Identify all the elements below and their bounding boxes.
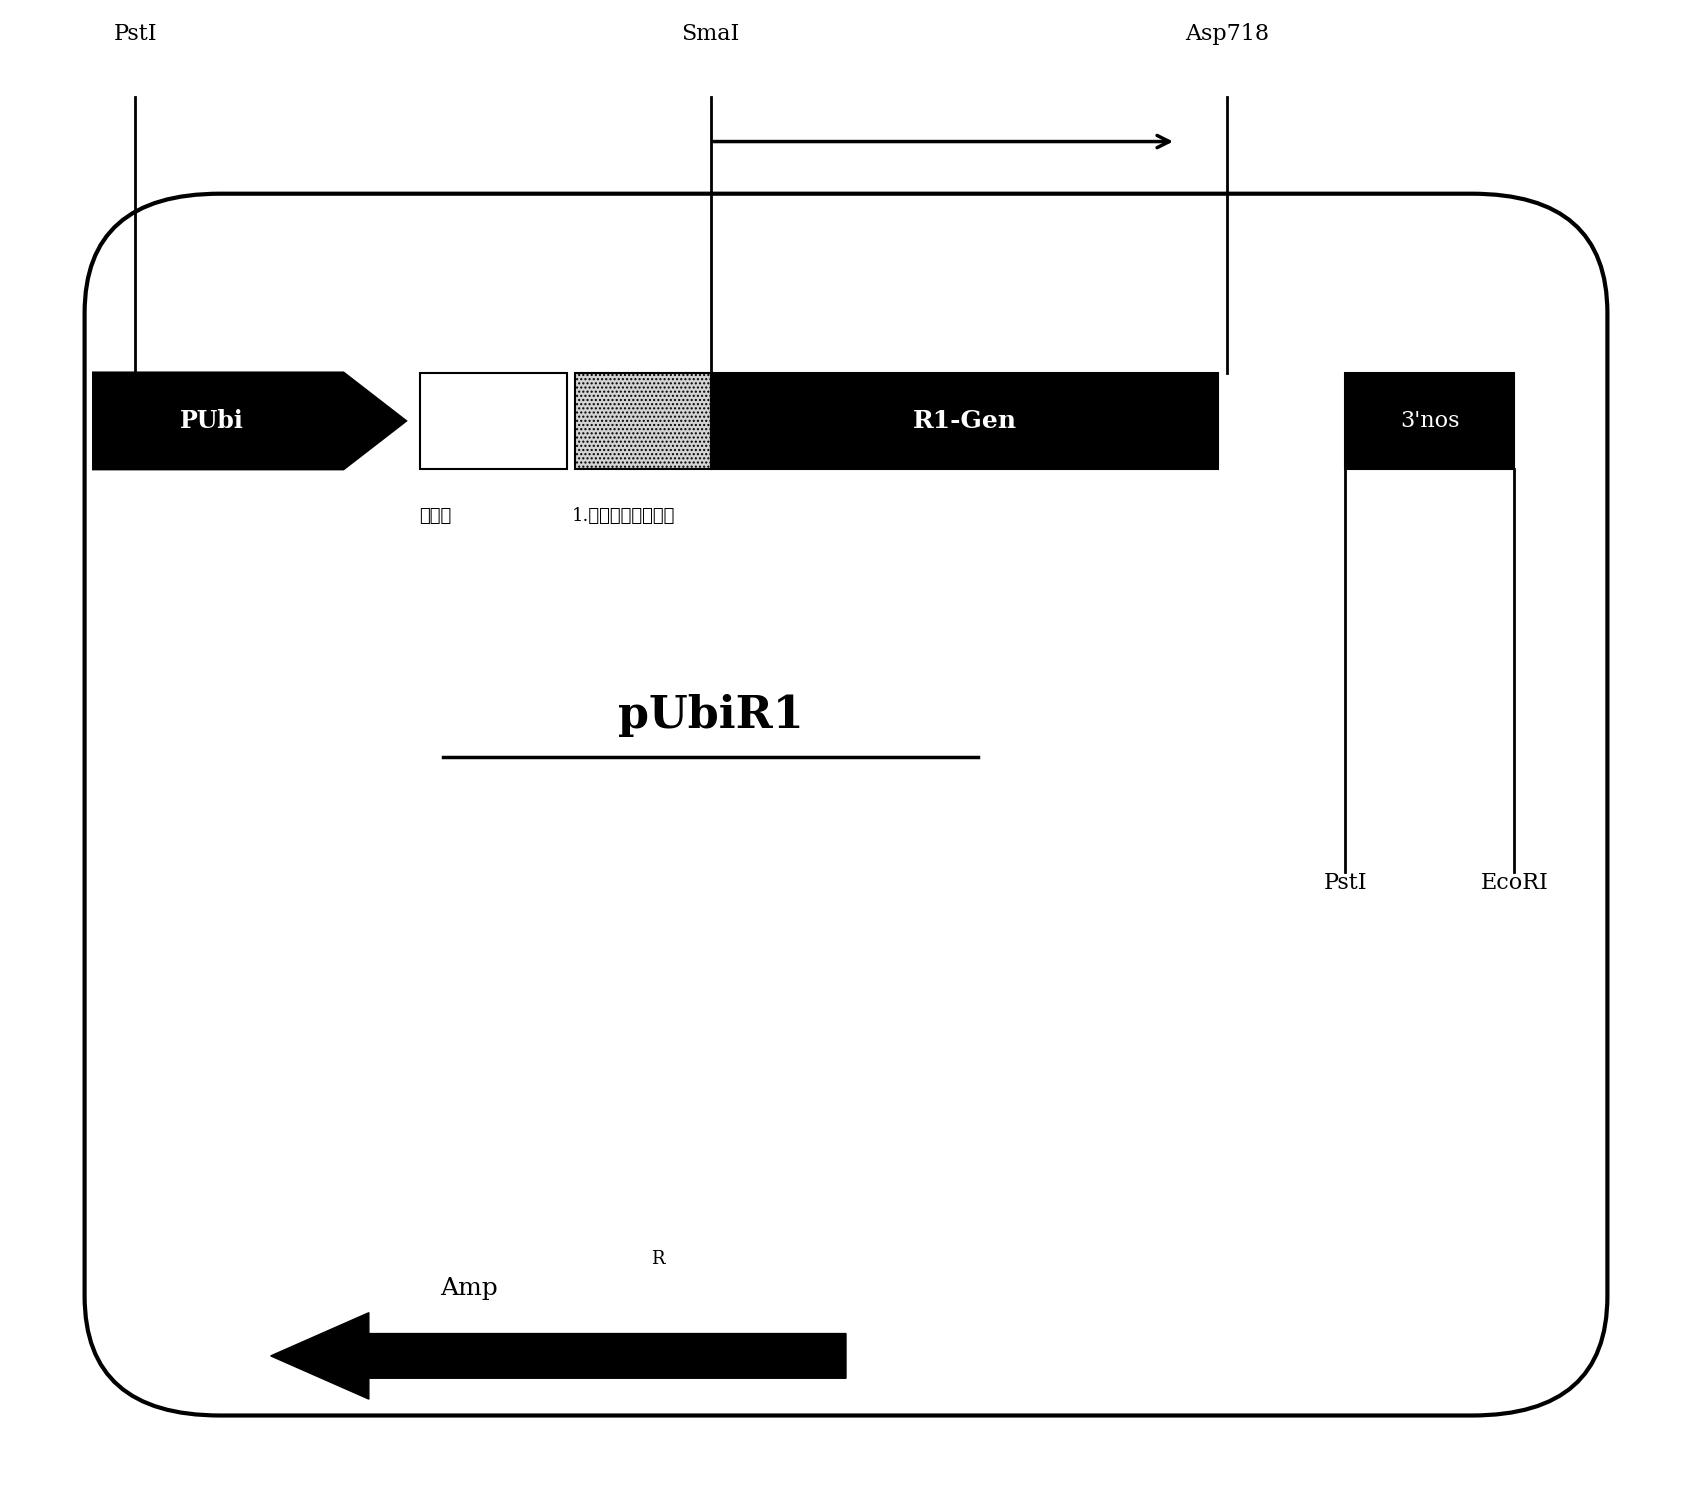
Polygon shape: [93, 372, 406, 469]
Text: R: R: [651, 1250, 665, 1268]
Text: PstI: PstI: [1323, 872, 1367, 894]
Text: PUbi: PUbi: [179, 408, 244, 434]
Text: SmaI: SmaI: [682, 22, 739, 45]
Bar: [711, 372, 1218, 469]
Text: 1.带有缺失的内含子: 1.带有缺失的内含子: [572, 507, 675, 524]
Text: 外显子: 外显子: [420, 507, 452, 524]
Bar: [575, 372, 711, 469]
FancyArrow shape: [271, 1313, 846, 1399]
Text: Amp: Amp: [440, 1277, 497, 1301]
FancyBboxPatch shape: [85, 194, 1607, 1416]
Text: R1-Gen: R1-Gen: [912, 408, 1017, 434]
Text: pUbiR1: pUbiR1: [618, 694, 804, 736]
Text: PstI: PstI: [113, 22, 157, 45]
Text: 3'nos: 3'nos: [1399, 410, 1460, 432]
Bar: [1345, 372, 1514, 469]
Text: EcoRI: EcoRI: [1480, 872, 1548, 894]
Text: Asp718: Asp718: [1184, 22, 1269, 45]
Bar: [420, 372, 567, 469]
